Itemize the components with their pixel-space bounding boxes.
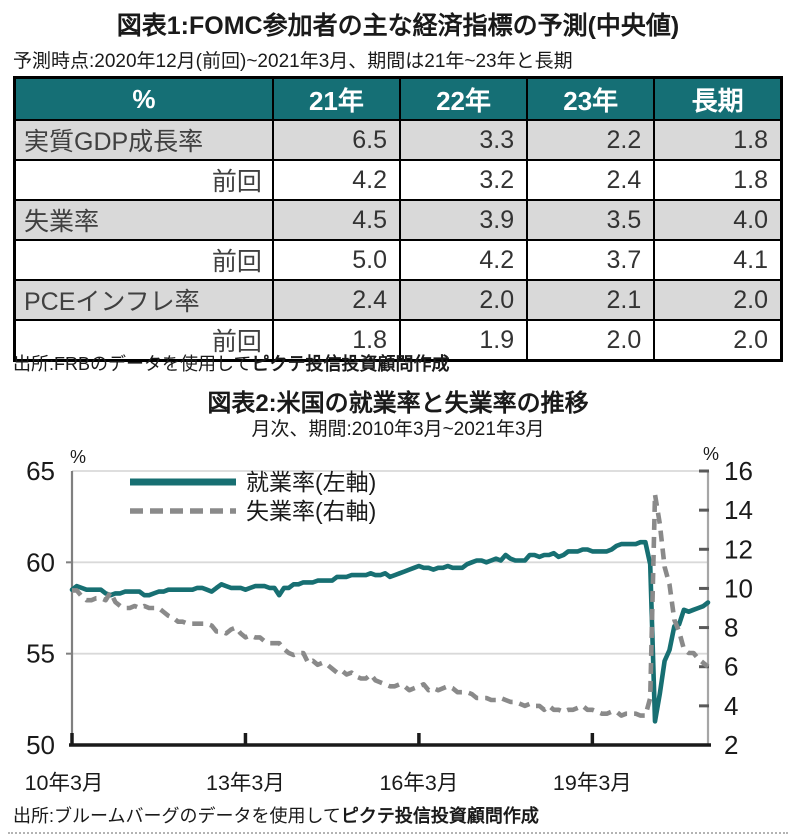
forecast-table: % 21年 22年 23年 長期 実質GDP成長率 6.5 3.3 2.2 1.8 前回 4.2 3.…	[13, 76, 783, 362]
figure2-chart: % % 65 60 55 50 16 14 12 10 8 6 4 2 10年3月 13年3月 16年3月 19年…	[25, 444, 753, 795]
row-label: 前回	[13, 239, 274, 281]
cell-value: 6.5	[271, 119, 401, 161]
figure1-source-prefix: 出所:FRBのデータを使用して	[13, 354, 252, 374]
right-axis-tick-label: 16	[724, 456, 753, 486]
cell-value: 2.1	[526, 279, 656, 321]
unemployment-rate-line	[72, 492, 710, 718]
figure2-title: 図表2:米国の就業率と失業率の推移	[207, 390, 589, 417]
right-axis-tick-label: 14	[724, 495, 753, 525]
forecast-table-body: 実質GDP成長率 6.5 3.3 2.2 1.8 前回 4.2 3.2 2.4 1.8 失業率 4.5…	[13, 119, 783, 362]
x-axis-tick-label: 10年3月	[25, 771, 104, 795]
cell-value: 3.7	[526, 239, 656, 281]
figure1-source-author: ピクテ投信投資顧問作成	[251, 354, 450, 374]
cell-value: 2.2	[526, 119, 656, 161]
left-axis-tick-label: 55	[26, 639, 55, 669]
cell-value: 2.0	[653, 319, 783, 362]
table-corner-label: %	[13, 76, 274, 121]
legend-unemployment-label: 失業率(右軸)	[246, 498, 376, 524]
figure2-source-prefix: 出所:ブルームバーグのデータを使用して	[13, 806, 341, 826]
table-row: 前回 1.8 1.9 2.0 2.0	[13, 319, 783, 362]
cell-value: 2.0	[653, 279, 783, 321]
right-axis-tick-label: 10	[724, 573, 753, 603]
right-axis-tick-label: 12	[724, 534, 753, 564]
right-axis-unit-label: %	[703, 444, 719, 464]
cell-value: 3.9	[398, 199, 529, 241]
employment-rate-line	[69, 539, 711, 724]
cell-value: 4.2	[271, 159, 401, 201]
row-label: 前回	[13, 159, 274, 201]
left-axis-unit-label: %	[70, 447, 86, 467]
table-row: 前回 5.0 4.2 3.7 4.1	[13, 239, 783, 281]
figure2-source-author: ピクテ投信投資顧問作成	[340, 806, 539, 826]
cell-value: 2.4	[526, 159, 656, 201]
cell-value: 2.0	[526, 319, 656, 362]
left-axis-tick-label: 60	[26, 547, 55, 577]
row-label: 前回	[13, 319, 274, 362]
cell-value: 1.8	[271, 319, 401, 362]
left-axis-tick-label: 50	[26, 730, 55, 760]
cell-value: 1.9	[398, 319, 529, 362]
row-label: 失業率	[13, 199, 274, 241]
table-column-header: 21年	[271, 76, 401, 121]
bottom-dotted-divider	[8, 832, 788, 834]
figure2-subtitle: 月次、期間:2010年3月~2021年3月	[251, 419, 545, 440]
cell-value: 1.8	[653, 159, 783, 201]
forecast-table-container: % 21年 22年 23年 長期 実質GDP成長率 6.5 3.3 2.2 1.8 前回 4.2 3.…	[13, 76, 783, 362]
cell-value: 1.8	[653, 119, 783, 161]
cell-value: 3.3	[398, 119, 529, 161]
figure2-source: 出所:ブルームバーグのデータを使用してピクテ投信投資顧問作成	[13, 802, 539, 828]
table-column-header: 23年	[526, 76, 656, 121]
cell-value: 3.5	[526, 199, 656, 241]
cell-value: 5.0	[271, 239, 401, 281]
table-column-header: 22年	[398, 76, 529, 121]
figure1-subtitle: 予測時点:2020年12月(前回)~2021年3月、期間は21年~23年と長期	[13, 51, 573, 72]
left-axis-tick-label: 65	[26, 456, 55, 486]
table-column-header: 長期	[653, 76, 783, 121]
cell-value: 3.2	[398, 159, 529, 201]
x-axis-tick-label: 16年3月	[379, 771, 458, 795]
table-row: 実質GDP成長率 6.5 3.3 2.2 1.8	[13, 119, 783, 161]
figure1-title: 図表1:FOMC参加者の主な経済指標の予測(中央値)	[116, 12, 680, 40]
right-axis-tick-label: 2	[724, 730, 738, 760]
x-axis-tick-label: 13年3月	[206, 771, 285, 795]
table-row: 失業率 4.5 3.9 3.5 4.0	[13, 199, 783, 241]
cell-value: 4.0	[653, 199, 783, 241]
cell-value: 2.4	[271, 279, 401, 321]
cell-value: 2.0	[398, 279, 529, 321]
row-label: 実質GDP成長率	[13, 119, 274, 161]
right-axis-tick-label: 6	[724, 652, 738, 682]
legend-employment-label: 就業率(左軸)	[246, 469, 376, 495]
row-label: PCEインフレ率	[13, 279, 274, 321]
x-axis-tick-label: 19年3月	[553, 771, 632, 795]
figure1-source: 出所:FRBのデータを使用してピクテ投信投資顧問作成	[13, 350, 449, 376]
cell-value: 4.2	[398, 239, 529, 281]
cell-value: 4.1	[653, 239, 783, 281]
table-row: 前回 4.2 3.2 2.4 1.8	[13, 159, 783, 201]
right-axis-tick-label: 8	[724, 613, 738, 643]
right-axis-tick-label: 4	[724, 691, 738, 721]
forecast-table-header: % 21年 22年 23年 長期	[13, 76, 783, 121]
cell-value: 4.5	[271, 199, 401, 241]
table-row: PCEインフレ率 2.4 2.0 2.1 2.0	[13, 279, 783, 321]
